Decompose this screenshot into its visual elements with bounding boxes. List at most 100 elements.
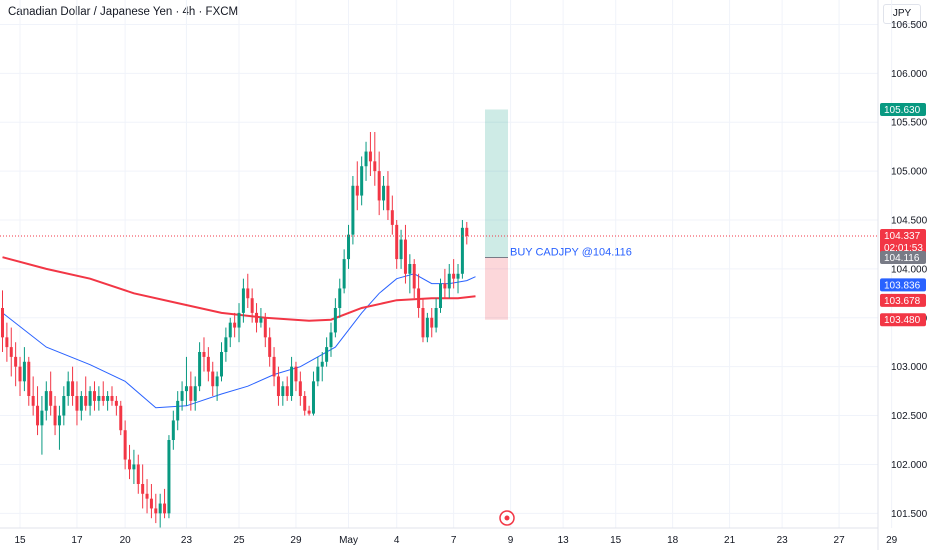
candle-body <box>408 264 412 274</box>
price-badge-label: 103.480 <box>884 315 921 326</box>
candle-body <box>36 405 40 426</box>
target-zone <box>485 109 508 258</box>
y-tick-label: 101.500 <box>891 509 928 520</box>
y-tick-label: 102.500 <box>891 411 928 422</box>
candle-body <box>403 239 407 274</box>
y-tick-label: 106.000 <box>891 69 928 80</box>
candle-body <box>285 386 289 396</box>
price-badge-label: 103.836 <box>884 280 921 291</box>
candle-body <box>123 430 127 460</box>
candle-body <box>84 396 88 406</box>
candle-body <box>425 317 429 338</box>
x-tick-label: 23 <box>777 535 789 546</box>
candle-body <box>163 503 167 514</box>
price-badge-label: 104.116 <box>884 253 920 264</box>
candle-body <box>250 298 254 313</box>
candle-body <box>40 410 44 426</box>
candle-body <box>325 347 329 362</box>
currency-button[interactable]: JPY <box>883 4 921 24</box>
candle-body <box>176 400 180 421</box>
candle-body <box>154 508 158 514</box>
candle-body <box>390 210 394 225</box>
candle-body <box>241 288 245 313</box>
candle-body <box>44 391 48 411</box>
x-tick-label: 20 <box>120 535 132 546</box>
candle-body <box>303 396 307 411</box>
stop-zone <box>485 257 508 320</box>
candle-body <box>465 227 469 236</box>
chart-grid <box>0 0 893 528</box>
candle-body <box>447 273 451 289</box>
price-badge <box>880 293 926 307</box>
candle-body <box>22 361 26 382</box>
candle-body <box>211 371 215 387</box>
candle-body <box>417 288 421 308</box>
candle-body <box>368 151 372 162</box>
price-badge <box>880 313 926 327</box>
candle-body <box>88 391 92 406</box>
candle-body <box>443 283 447 289</box>
x-tick-label: 13 <box>558 535 570 546</box>
chart-title: Canadian Dollar / Japanese Yen · 4h · FX… <box>8 6 239 18</box>
y-tick-label: 105.000 <box>891 167 928 178</box>
candle-body <box>281 386 285 396</box>
candle-body <box>53 405 57 426</box>
x-tick-label: 29 <box>290 535 302 546</box>
candle-body <box>456 273 460 279</box>
candle-body <box>193 386 197 401</box>
x-tick-label: May <box>339 535 358 546</box>
x-tick-label: 15 <box>610 535 622 546</box>
price-badge <box>880 103 926 117</box>
moving-averages <box>2 256 476 409</box>
ma-line <box>2 273 476 409</box>
candle-body <box>355 185 359 196</box>
candle-body <box>364 151 368 167</box>
candle-body <box>298 381 302 396</box>
candle-body <box>132 464 136 470</box>
candle-body <box>276 376 280 396</box>
price-badge-label: 103.678 <box>884 296 921 307</box>
candle-body <box>259 317 263 323</box>
candle-body <box>294 366 298 382</box>
candle-body <box>386 185 390 211</box>
candle-body <box>18 366 22 382</box>
candle-body <box>316 366 320 382</box>
candle-body <box>224 337 228 352</box>
price-axis: 101.500102.000102.500103.000103.500104.0… <box>877 0 928 550</box>
x-tick-label: 7 <box>451 535 457 546</box>
candle-body <box>320 361 324 367</box>
x-tick-label: 27 <box>834 535 846 546</box>
x-tick-label: 15 <box>14 535 26 546</box>
price-badge-label: 104.337 <box>884 231 921 242</box>
candle-body <box>395 224 399 260</box>
x-tick-label: 9 <box>508 535 514 546</box>
candle-body <box>255 312 259 323</box>
candle-body <box>206 356 210 372</box>
candle-body <box>220 352 223 377</box>
candle-body <box>110 396 114 401</box>
candle-body <box>421 308 425 338</box>
time-axis: 15 17 20 23 25 29 May 4 7 9 13 15 18 21 23 27 29 <box>0 510 898 546</box>
candle-body <box>233 322 237 328</box>
candle-body <box>128 459 132 470</box>
candle-body <box>145 493 149 499</box>
candle-body <box>333 308 337 333</box>
candle-body <box>31 396 35 406</box>
candle-body <box>382 185 386 201</box>
candle-body <box>311 381 315 414</box>
candle-body <box>430 317 434 328</box>
candle-body <box>412 264 416 289</box>
candle-body <box>439 283 442 308</box>
candle-body <box>263 317 267 338</box>
candle-body <box>228 322 232 338</box>
x-tick-label: 29 <box>886 535 898 546</box>
candle-body <box>399 239 403 260</box>
candle-body <box>49 391 53 406</box>
candle-body <box>434 308 438 328</box>
candle-body <box>351 185 355 235</box>
candle-body <box>189 386 193 401</box>
candles <box>1 132 469 528</box>
position-zones: BUY CADJPY @104.116 <box>485 109 632 320</box>
candle-body <box>9 347 13 357</box>
